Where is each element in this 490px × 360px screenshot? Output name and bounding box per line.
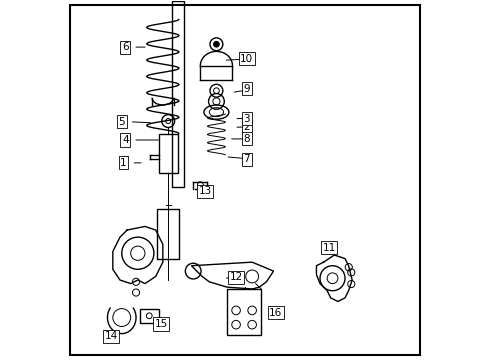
Text: 10: 10 — [240, 54, 253, 64]
Text: 5: 5 — [119, 117, 125, 127]
Text: 9: 9 — [244, 84, 250, 94]
Text: 15: 15 — [154, 319, 168, 329]
Text: 3: 3 — [244, 113, 250, 123]
Text: 4: 4 — [122, 135, 129, 145]
Text: 13: 13 — [198, 186, 212, 197]
Bar — [140, 309, 159, 323]
Text: 8: 8 — [244, 134, 250, 144]
Text: 14: 14 — [104, 332, 118, 342]
Text: 2: 2 — [244, 122, 250, 132]
Text: 7: 7 — [244, 154, 250, 164]
Text: 11: 11 — [322, 243, 336, 253]
Text: 1: 1 — [120, 158, 127, 168]
Text: 16: 16 — [269, 308, 282, 318]
Bar — [227, 289, 261, 336]
Text: 12: 12 — [229, 272, 243, 282]
Bar — [157, 208, 179, 258]
Text: 6: 6 — [122, 42, 129, 52]
Bar — [172, 1, 184, 187]
Bar — [159, 134, 178, 173]
Circle shape — [214, 41, 220, 47]
